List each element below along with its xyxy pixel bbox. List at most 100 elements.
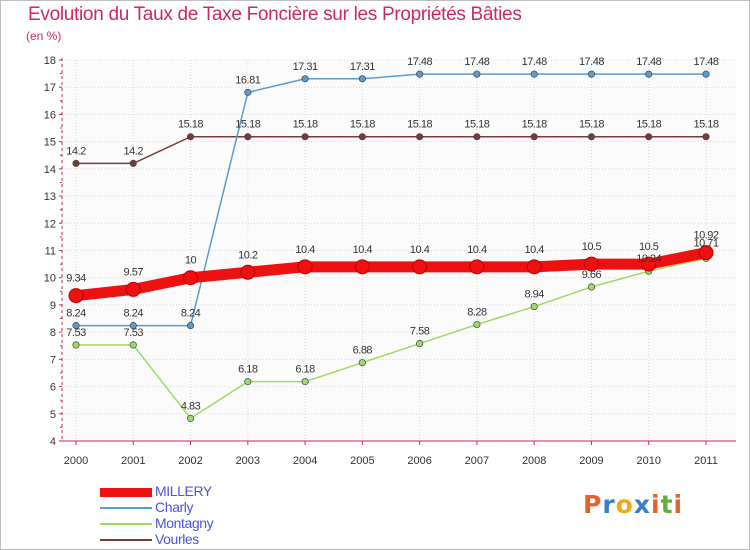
x-tick-label: 2008 <box>522 455 546 467</box>
data-point <box>129 341 137 349</box>
data-label: 15.18 <box>693 119 718 131</box>
data-label: 17.48 <box>579 56 604 68</box>
data-label: 15.18 <box>522 119 547 131</box>
x-tick-label: 2007 <box>465 455 489 467</box>
data-point <box>702 133 710 141</box>
series-line-millery <box>70 247 712 302</box>
data-point <box>301 378 309 386</box>
data-label: 10.4 <box>410 244 430 256</box>
data-point <box>530 303 538 311</box>
data-point <box>186 133 195 141</box>
x-tick-label: 2010 <box>636 455 660 467</box>
y-tick-label: 10 <box>44 273 56 285</box>
x-tick-label: 2002 <box>178 455 202 467</box>
x-tick-label: 2009 <box>579 455 603 467</box>
y-tick-label: 5 <box>50 409 56 421</box>
x-tick-label: 2003 <box>236 455 260 467</box>
x-tick-label: 2006 <box>407 455 431 467</box>
data-label: 10.4 <box>353 244 373 256</box>
data-label: 9.57 <box>124 266 144 278</box>
data-label: 15.18 <box>293 119 318 131</box>
logo-letter: t <box>660 490 674 519</box>
data-label: 14.2 <box>124 145 144 157</box>
y-tick-label: 8 <box>50 327 56 339</box>
legend-label: Charly <box>155 499 194 515</box>
legend-label: Vourles <box>155 531 199 547</box>
legend-swatch <box>100 507 152 509</box>
data-point <box>469 259 485 275</box>
series-line-charly <box>75 73 707 327</box>
data-label: 15.18 <box>350 119 375 131</box>
data-label: 10.71 <box>693 237 718 249</box>
data-label: 15.18 <box>464 119 489 131</box>
logo-letter: o <box>615 490 634 519</box>
data-label: 16.81 <box>235 74 260 86</box>
y-tick-label: 18 <box>44 55 56 67</box>
legend-label: MILLERY <box>155 483 212 499</box>
data-label: 7.58 <box>410 326 430 338</box>
data-point <box>473 133 481 141</box>
y-tick-label: 15 <box>44 137 56 149</box>
y-tick-label: 9 <box>50 300 56 312</box>
data-label: 15.18 <box>407 119 432 131</box>
data-label: 17.48 <box>407 56 432 68</box>
data-label: 8.28 <box>467 307 487 319</box>
logo-letter: r <box>602 490 616 519</box>
data-label: 10.92 <box>693 230 718 242</box>
data-label: 8.24 <box>66 308 86 320</box>
x-tick-label: 2005 <box>350 455 374 467</box>
logo-letter: P <box>583 490 603 519</box>
data-label: 9.34 <box>66 273 86 285</box>
data-label: 6.88 <box>353 345 373 357</box>
data-point <box>530 70 538 78</box>
y-tick-label: 13 <box>44 191 56 203</box>
data-point <box>358 359 366 367</box>
x-tick-label: 2001 <box>121 455 145 467</box>
data-point <box>129 322 137 330</box>
data-point <box>530 133 538 141</box>
data-point <box>416 70 424 78</box>
data-point <box>412 259 428 275</box>
logo-letter: i <box>673 490 684 519</box>
y-tick-label: 11 <box>45 246 56 258</box>
data-label: 10.4 <box>295 244 315 256</box>
data-point <box>297 259 313 275</box>
data-label: 17.48 <box>522 56 547 68</box>
data-point <box>244 378 252 386</box>
data-point <box>645 70 653 78</box>
data-label: 10.24 <box>636 253 661 265</box>
data-point <box>72 159 80 167</box>
data-point <box>416 340 424 348</box>
data-point <box>244 88 252 96</box>
data-point <box>583 256 599 272</box>
data-point <box>183 270 199 286</box>
data-point <box>473 320 481 329</box>
data-label: 15.18 <box>636 119 661 131</box>
legend-swatch <box>100 487 152 497</box>
series-line-montagny <box>75 257 707 420</box>
y-tick-label: 16 <box>44 109 56 121</box>
data-point <box>526 259 542 275</box>
x-tick-label: 2004 <box>293 455 317 467</box>
y-tick-label: 12 <box>44 218 56 230</box>
data-point <box>358 75 366 83</box>
y-tick-label: 17 <box>44 82 56 94</box>
y-tick-label: 7 <box>50 354 56 366</box>
data-label: 17.48 <box>464 56 489 68</box>
legend-swatch <box>100 523 152 525</box>
data-point <box>358 133 366 141</box>
data-point <box>244 133 252 141</box>
data-point <box>301 133 309 141</box>
data-label: 6.18 <box>238 364 258 376</box>
proxiti-logo: Proxiti <box>583 490 683 519</box>
data-label: 17.31 <box>350 61 375 73</box>
data-point <box>645 133 653 141</box>
data-label: 6.18 <box>295 364 315 376</box>
legend-label: Montagny <box>155 515 214 531</box>
x-tick-label: 2000 <box>64 455 88 467</box>
data-label: 14.2 <box>66 145 86 157</box>
y-tick-label: 4 <box>50 436 56 448</box>
data-label: 8.24 <box>181 308 201 320</box>
logo-letter: i <box>651 490 661 519</box>
